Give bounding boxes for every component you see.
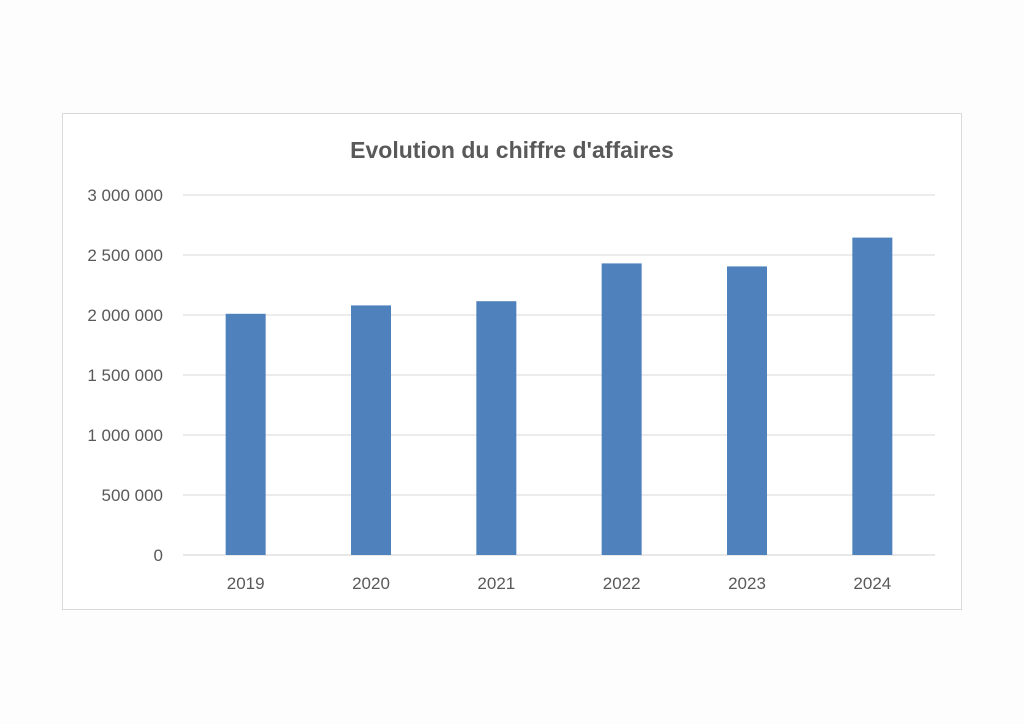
gridlines [183, 194, 935, 556]
bars [225, 237, 893, 555]
x-tick-label: 2021 [477, 574, 515, 593]
chart-title: Evolution du chiffre d'affaires [350, 137, 674, 163]
y-axis-tick-labels: 0 500 000 1 000 000 1 500 000 2 000 000 2 500… [87, 186, 163, 565]
y-tick-label: 2 500 000 [87, 246, 163, 265]
y-tick-label: 1 000 000 [87, 426, 163, 445]
bar-2022 [601, 263, 642, 555]
bar-2020 [351, 305, 391, 555]
x-tick-label: 2024 [853, 574, 891, 593]
x-tick-label: 2023 [728, 574, 766, 593]
x-tick-label: 2020 [352, 574, 390, 593]
bar-2019 [225, 313, 266, 555]
y-tick-label: 0 [154, 546, 163, 565]
y-tick-label: 500 000 [102, 486, 163, 505]
x-tick-label: 2022 [603, 574, 641, 593]
bar-2021 [476, 301, 517, 555]
bar-2023 [727, 266, 767, 555]
bar-2024 [852, 237, 893, 555]
x-tick-label: 2019 [227, 574, 265, 593]
x-axis-tick-labels: 2019 2020 2021 2022 2023 2024 [227, 574, 891, 593]
y-tick-label: 1 500 000 [87, 366, 163, 385]
y-tick-label: 2 000 000 [87, 306, 163, 325]
y-tick-label: 3 000 000 [87, 186, 163, 205]
